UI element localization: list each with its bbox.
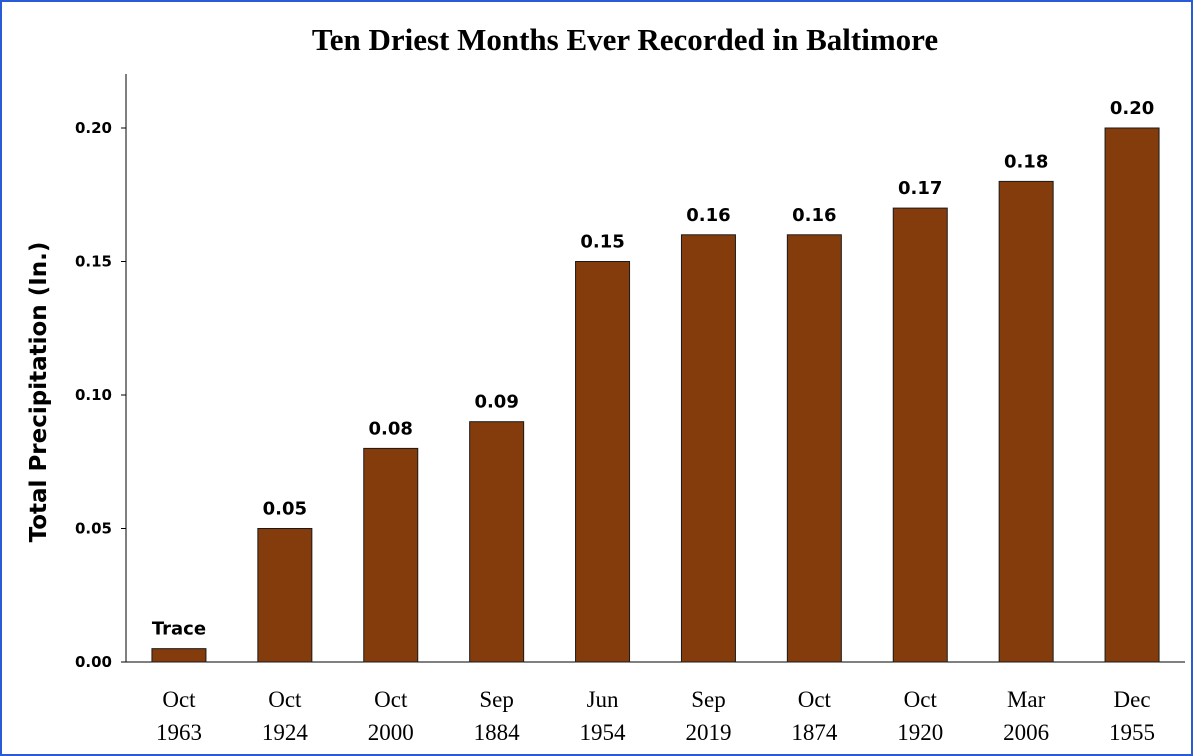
bar xyxy=(575,261,631,663)
x-tick-label-month: Oct xyxy=(798,687,832,712)
y-axis-label: Total Precipitation (In.) xyxy=(26,242,52,543)
data-labels: Trace 0.05 0.08 0.09 0.15 0.16 0.16 0.17 0.18 0.2… xyxy=(152,98,1154,640)
bar xyxy=(786,234,842,663)
bar xyxy=(469,421,525,663)
y-tick-label: 0.05 xyxy=(75,520,112,538)
x-tick-label-month: Jun xyxy=(587,687,619,712)
x-tick-label-month: Oct xyxy=(374,687,408,712)
bar-value-label: 0.16 xyxy=(792,205,836,226)
x-tick-label-month: Oct xyxy=(162,687,196,712)
x-tick-label-year: 1955 xyxy=(1109,720,1155,745)
bar xyxy=(1104,127,1160,663)
bar xyxy=(998,180,1054,663)
bar xyxy=(151,648,207,663)
x-tick-label-month: Sep xyxy=(479,687,514,712)
chart-title: Ten Driest Months Ever Recorded in Balti… xyxy=(312,22,938,57)
bar-value-label: 0.20 xyxy=(1110,98,1154,119)
x-tick-label-year: 1924 xyxy=(262,720,309,745)
x-tick-label-year: 1963 xyxy=(156,720,202,745)
bar-value-label: 0.18 xyxy=(1004,151,1048,172)
y-tick-label: 0.00 xyxy=(75,653,112,671)
bar xyxy=(892,207,948,663)
x-tick-label-year: 1884 xyxy=(474,720,521,745)
bars xyxy=(151,127,1160,663)
bar-value-label: Trace xyxy=(152,619,206,640)
bar xyxy=(680,234,736,663)
y-tick-label: 0.15 xyxy=(75,253,112,271)
bar-value-label: 0.16 xyxy=(686,205,730,226)
bar xyxy=(257,528,313,663)
bar-value-label: 0.05 xyxy=(263,499,307,520)
x-tick-label-year: 1920 xyxy=(897,720,943,745)
x-tick-label-month: Oct xyxy=(268,687,302,712)
y-tick-label: 0.10 xyxy=(75,386,112,404)
bar-value-label: 0.08 xyxy=(369,418,413,439)
x-tick-label-month: Sep xyxy=(691,687,726,712)
x-tick-label-month: Oct xyxy=(904,687,938,712)
bar xyxy=(363,447,419,663)
x-tick-label-year: 2006 xyxy=(1003,720,1049,745)
x-tick-label-month: Mar xyxy=(1007,687,1046,712)
x-tick-label-year: 2019 xyxy=(685,720,731,745)
x-tick-labels: Oct 1963 Oct 1924 Oct 2000 Sep 1884 Jun 1954 Sep 20… xyxy=(156,687,1155,745)
bar-value-label: 0.09 xyxy=(474,392,518,413)
y-tick-labels: 0.00 0.05 0.10 0.15 0.20 xyxy=(75,119,126,671)
bar-value-label: 0.17 xyxy=(898,178,942,199)
x-tick-label-year: 2000 xyxy=(368,720,414,745)
y-tick-label: 0.20 xyxy=(75,119,112,137)
bar-value-label: 0.15 xyxy=(580,232,624,253)
x-tick-label-year: 1874 xyxy=(791,720,838,745)
x-tick-label-month: Dec xyxy=(1114,687,1151,712)
x-tick-label-year: 1954 xyxy=(580,720,627,745)
